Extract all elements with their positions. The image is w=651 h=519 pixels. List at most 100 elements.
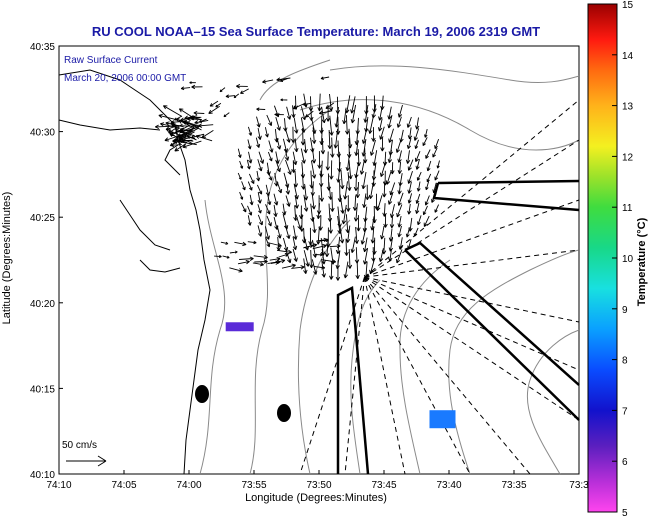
current-vector [294, 138, 299, 153]
current-vector [222, 255, 230, 259]
current-vector [265, 184, 271, 196]
current-vector [371, 247, 376, 262]
current-vector [273, 204, 278, 217]
current-vector [321, 248, 326, 265]
current-vector [300, 117, 306, 133]
current-vector [160, 122, 177, 128]
current-vector [328, 214, 333, 234]
current-vector [329, 115, 334, 136]
depth-contour [526, 329, 580, 475]
current-vector [308, 227, 313, 246]
current-vector [363, 261, 369, 279]
depth-contour [350, 279, 381, 475]
current-vector [274, 172, 279, 187]
current-vector [240, 88, 249, 94]
x-tick-label: 74:00 [176, 480, 201, 491]
current-vector [317, 93, 322, 112]
current-vector [298, 205, 304, 220]
current-vector [185, 121, 202, 131]
current-vector [294, 194, 299, 209]
current-vector [198, 123, 214, 128]
current-vector [229, 267, 243, 273]
current-vector [329, 244, 341, 249]
current-vector [283, 118, 288, 132]
depth-contour [259, 59, 331, 101]
current-vector [360, 227, 367, 245]
current-vector [265, 237, 271, 248]
current-vector [276, 137, 282, 150]
current-vector [303, 236, 310, 251]
current-vector [186, 116, 202, 122]
current-vector [310, 137, 315, 153]
current-vector [337, 215, 342, 234]
current-vector [169, 132, 181, 140]
depth-contour [299, 99, 580, 151]
colorbar-tick-label: 15 [622, 0, 634, 11]
current-vector [302, 102, 311, 106]
current-vector [365, 184, 370, 201]
current-vector [168, 123, 183, 134]
current-vector [178, 137, 194, 143]
current-vector [417, 215, 422, 226]
current-vector [345, 151, 351, 172]
current-vector [158, 113, 177, 121]
current-vector [316, 226, 321, 245]
current-vector [236, 83, 248, 89]
current-vector [395, 249, 403, 264]
current-vector [178, 127, 199, 140]
current-vector [397, 225, 402, 238]
current-vector [324, 238, 330, 258]
current-vector [320, 238, 329, 243]
radar-radial [364, 276, 531, 475]
current-vector [389, 182, 396, 196]
current-vector [248, 151, 253, 164]
current-vector [291, 105, 296, 118]
current-vector [264, 226, 270, 240]
x-tick-label: 74:05 [111, 480, 136, 491]
current-vector [189, 115, 202, 120]
current-vector [335, 116, 341, 135]
current-vector [434, 138, 440, 150]
current-vector [347, 249, 353, 269]
current-vector [266, 162, 271, 176]
current-vector [239, 256, 254, 261]
current-vector [171, 123, 193, 128]
colorbar-ticks: 15 14 13 12 11 10 9 8 7 6 5 [612, 0, 634, 519]
current-vector [335, 96, 341, 115]
coastline [139, 259, 181, 273]
current-vector [282, 138, 289, 153]
current-vector [355, 117, 360, 135]
current-vector [256, 184, 263, 195]
colorbar-label: Temperature (°C) [636, 217, 648, 306]
x-tick-labels: 74:10 74:05 74:00 73:55 73:50 73:45 73:40 73:35… [46, 470, 589, 491]
current-vector [270, 258, 286, 264]
current-vector [180, 137, 194, 145]
current-vector [303, 93, 308, 108]
current-vector [292, 236, 298, 251]
colorbar-tick-label: 8 [622, 356, 628, 367]
current-vector [371, 104, 377, 119]
current-vector [347, 128, 353, 149]
colorbar-tick-label: 10 [622, 254, 634, 265]
current-vector [321, 260, 326, 278]
current-vector [372, 95, 377, 113]
current-vector [249, 194, 254, 206]
current-vector [311, 259, 318, 275]
current-vector [191, 84, 203, 90]
current-vector [354, 162, 360, 179]
current-vector [303, 139, 308, 154]
depth-contour [297, 219, 351, 475]
current-vector [182, 140, 202, 149]
current-vector [407, 127, 413, 140]
current-vector [320, 76, 330, 80]
radar-radial [364, 139, 580, 278]
current-vector [319, 184, 325, 202]
current-vector [195, 134, 213, 142]
colorbar-tick-label: 6 [622, 457, 628, 468]
current-vector [350, 96, 356, 114]
current-vector [371, 127, 376, 142]
current-vector [325, 151, 330, 171]
sst-patch [225, 322, 254, 332]
current-vector [303, 183, 309, 201]
annotation-line-1: Raw Surface Current [64, 55, 158, 66]
